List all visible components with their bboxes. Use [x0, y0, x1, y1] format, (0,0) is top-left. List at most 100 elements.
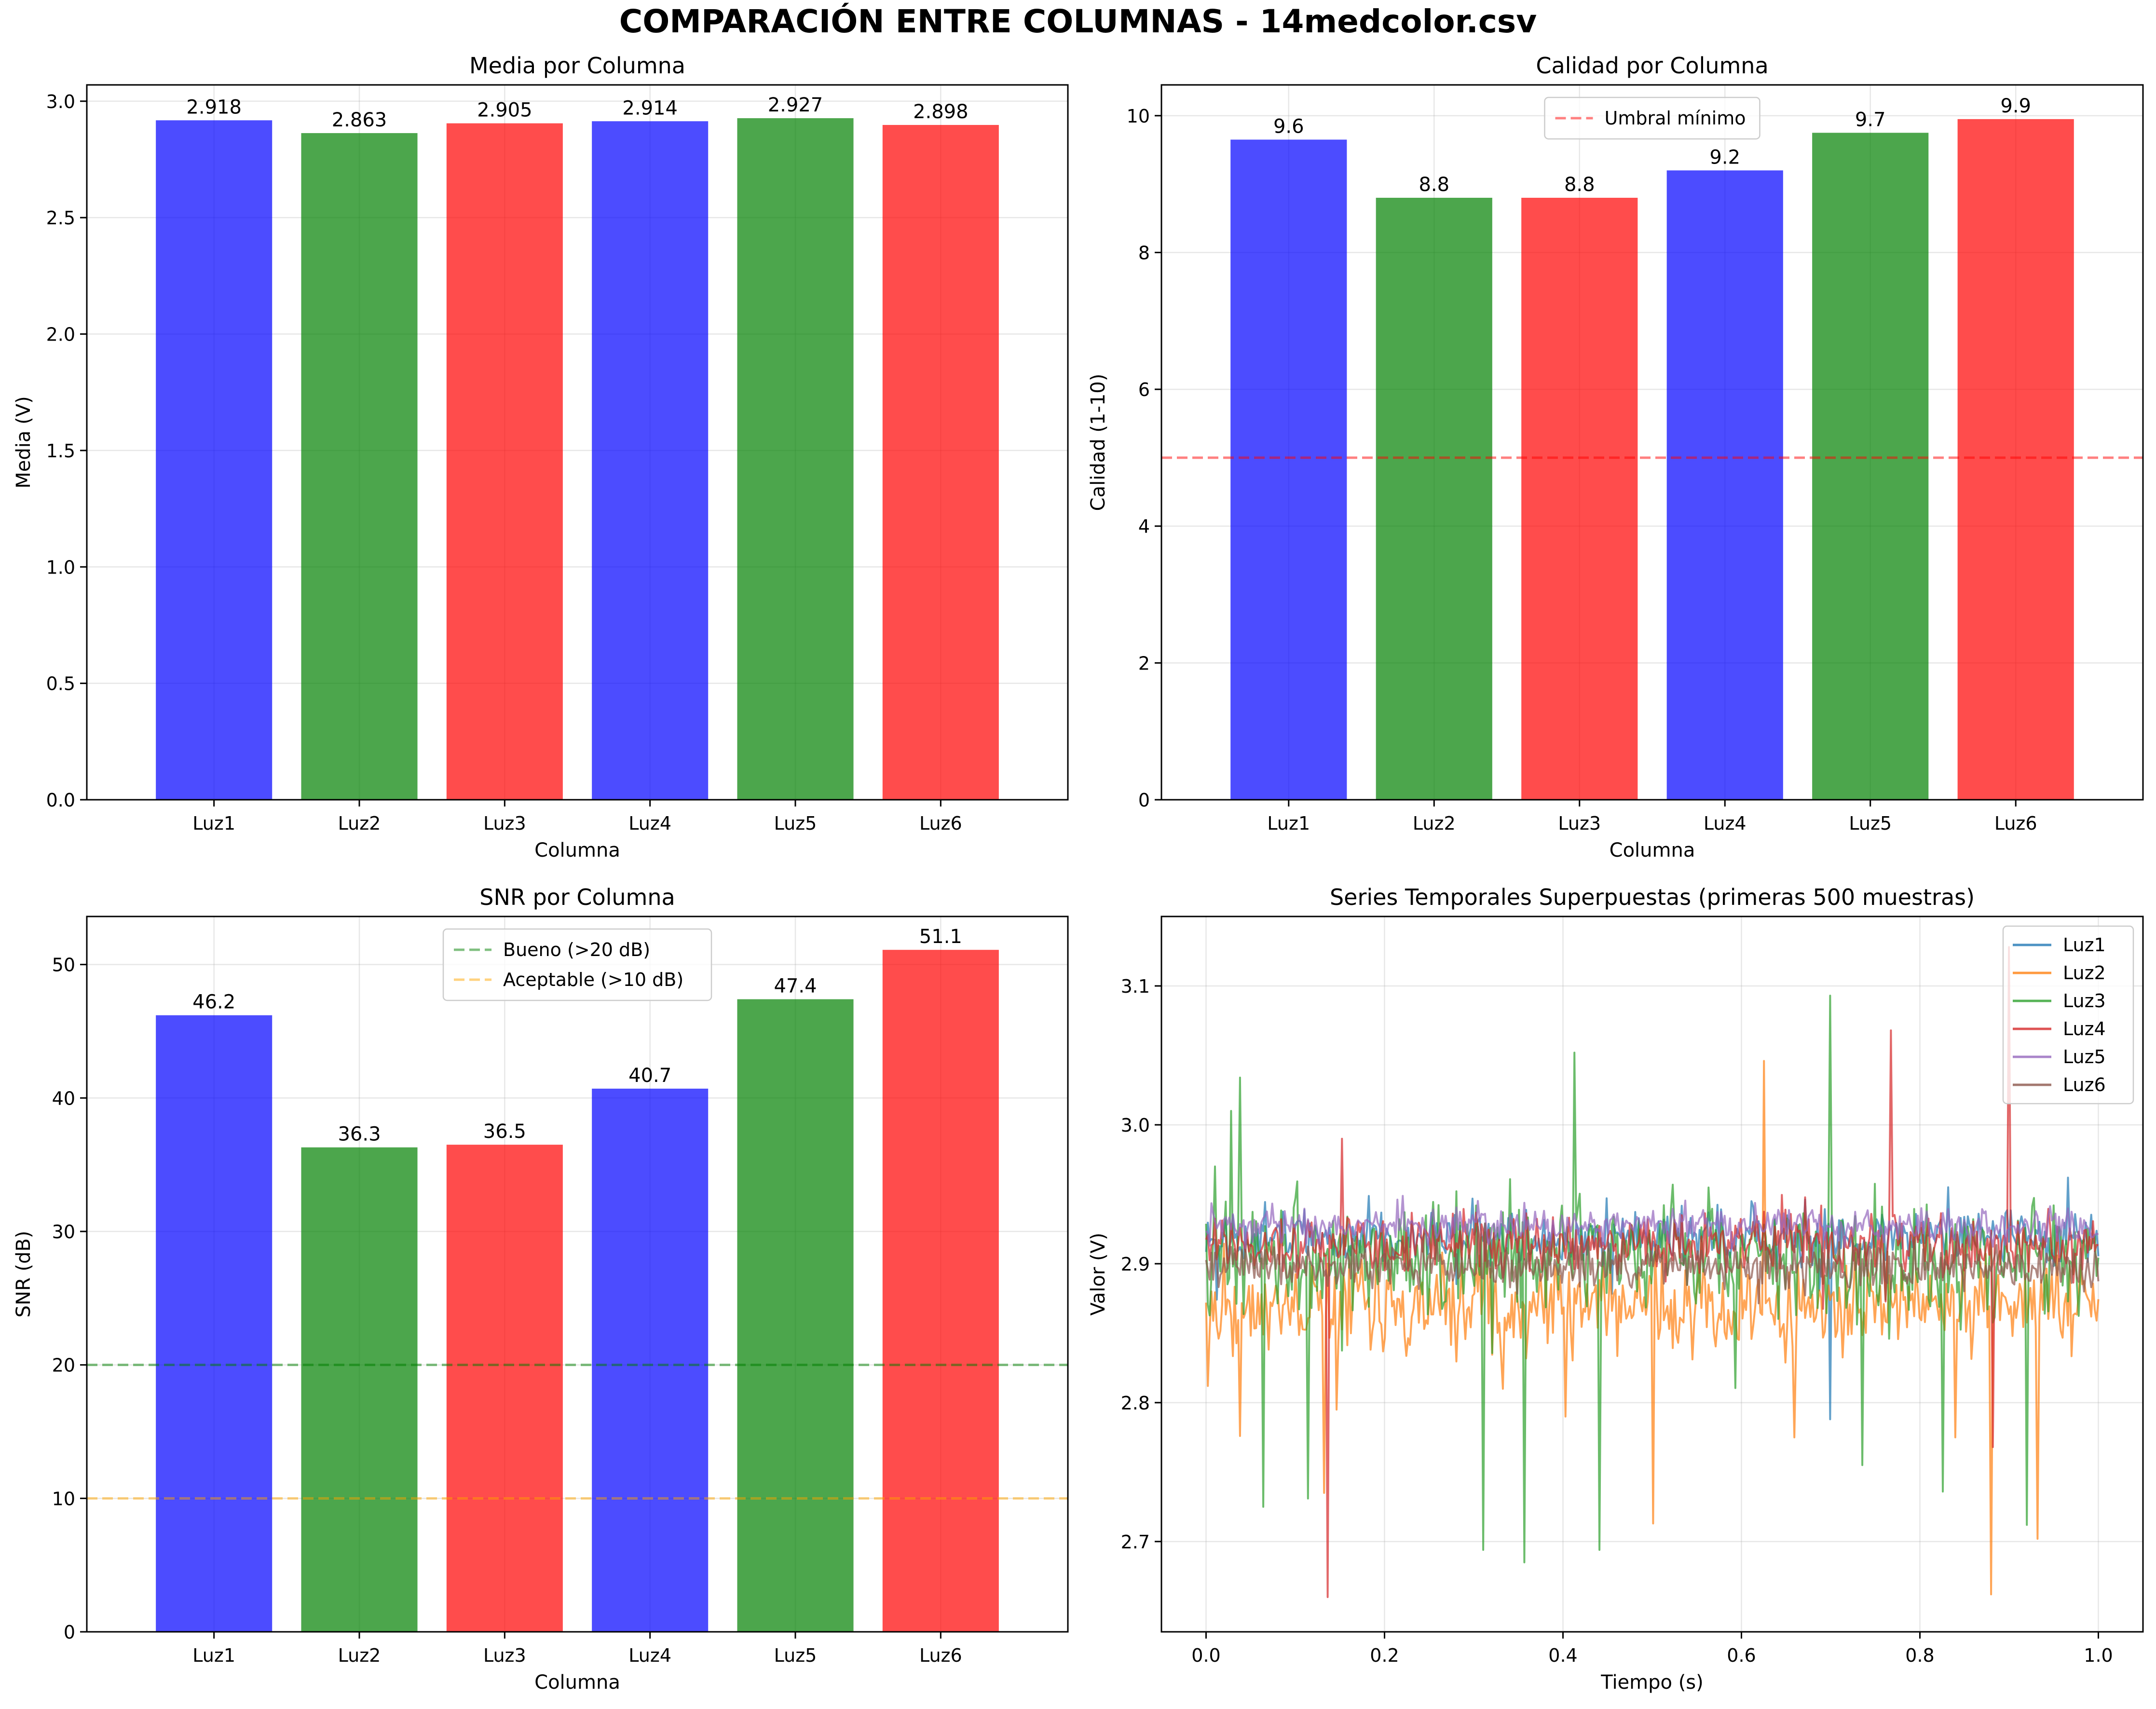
chart-1-y-tick-label: 2: [1138, 653, 1150, 674]
chart-0-y-tick-label: 2.5: [46, 207, 75, 229]
chart-3-legend-label: Luz2: [2063, 962, 2106, 984]
chart-3-x-tick-label: 0.2: [1370, 1645, 1399, 1666]
chart-0-x-tick-label: Luz1: [192, 813, 235, 834]
chart-3-x-tick-label: 0.0: [1191, 1645, 1220, 1666]
chart-0-y-tick-label: 0.0: [46, 790, 75, 811]
chart-0-bar-value-label: 2.918: [186, 96, 242, 118]
chart-2-y-tick-label: 10: [52, 1488, 75, 1509]
chart-0-bar-Luz2: [301, 133, 418, 800]
chart-3-y-tick-label: 2.8: [1121, 1393, 1150, 1414]
chart-0-bar-Luz3: [446, 123, 563, 800]
chart-3-series-Luz2: [1205, 1060, 2100, 1596]
chart-1-bar-value-label: 8.8: [1419, 174, 1449, 196]
chart-3-x-tick-label: 1.0: [2084, 1645, 2113, 1666]
chart-3-x-tick-label: 0.6: [1727, 1645, 1756, 1666]
chart-0-bar-value-label: 2.905: [477, 99, 532, 122]
chart-2-y-tick-label: 50: [52, 955, 75, 976]
chart-1-x-tick-label: Luz6: [1994, 813, 2037, 834]
chart-1-y-axis-label: Calidad (1-10): [1087, 374, 1109, 511]
chart-0-bar-value-label: 2.927: [768, 94, 823, 116]
chart-1-y-tick-label: 10: [1127, 106, 1150, 127]
chart-2-y-tick-label: 0: [64, 1622, 75, 1643]
chart-0-bar-value-label: 2.914: [622, 97, 678, 119]
figure-title: COMPARACIÓN ENTRE COLUMNAS - 14medcolor.…: [619, 3, 1537, 40]
chart-0-y-tick-label: 2.0: [46, 324, 75, 345]
chart-3-x-tick-label: 0.8: [1905, 1645, 1934, 1666]
chart-1-x-tick-label: Luz2: [1413, 813, 1456, 834]
chart-3-legend-label: Luz4: [2063, 1018, 2106, 1039]
chart-0-x-tick-label: Luz2: [338, 813, 381, 834]
chart-1-legend-label: Umbral mínimo: [1605, 108, 1746, 129]
chart-0-bar-Luz6: [882, 125, 999, 800]
chart-0-bar-Luz4: [592, 121, 709, 800]
chart-0-y-tick-label: 1.5: [46, 440, 75, 462]
chart-2-bar-value-label: 36.5: [483, 1121, 526, 1143]
chart-1-x-tick-label: Luz5: [1849, 813, 1892, 834]
chart-2-y-tick-label: 40: [52, 1088, 75, 1109]
chart-3-y-axis-label: Valor (V): [1087, 1232, 1109, 1315]
chart-0-x-axis-label: Columna: [534, 839, 620, 861]
chart-3-title: Series Temporales Superpuestas (primeras…: [1330, 884, 1975, 910]
chart-1-bar-Luz2: [1376, 198, 1492, 800]
chart-2-x-tick-label: Luz4: [628, 1645, 671, 1666]
chart-2-y-tick-label: 20: [52, 1355, 75, 1376]
chart-1-bar-Luz6: [1957, 119, 2074, 800]
chart-3-series-Luz6: [1205, 1222, 2100, 1304]
chart-1-y-tick-label: 0: [1138, 790, 1150, 811]
chart-1-bar-value-label: 9.2: [1709, 146, 1740, 168]
chart-0-title: Media por Columna: [469, 53, 685, 79]
chart-3-frame: [1160, 916, 2144, 1633]
chart-0-bar-Luz5: [737, 118, 854, 800]
chart-2-bar-value-label: 46.2: [192, 991, 235, 1013]
chart-0-x-tick-label: Luz3: [483, 813, 526, 834]
chart-2-x-tick-label: Luz1: [192, 1645, 235, 1666]
chart-1-y-tick-label: 8: [1138, 242, 1150, 263]
chart-1-x-tick-label: Luz4: [1704, 813, 1747, 834]
chart-2-x-tick-label: Luz3: [483, 1645, 526, 1666]
chart-3-legend: [2002, 925, 2134, 1105]
chart-0-frame: [86, 84, 1069, 801]
chart-1-bar-Luz1: [1230, 139, 1347, 800]
chart-0-bar-Luz1: [156, 120, 273, 800]
chart-2-bar-Luz3: [446, 1145, 563, 1632]
chart-2-x-axis-label: Columna: [534, 1671, 620, 1694]
chart-2-legend-label: Bueno (>20 dB): [503, 939, 650, 960]
chart-2-bar-Luz1: [156, 1015, 273, 1632]
chart-0-y-tick-label: 3.0: [46, 91, 75, 112]
chart-2-bar-value-label: 40.7: [628, 1065, 671, 1087]
chart-2-bar-value-label: 47.4: [774, 975, 817, 998]
chart-1-legend: [1544, 96, 1760, 140]
chart-3-series-Luz5: [1205, 1195, 2099, 1253]
chart-0-x-tick-label: Luz4: [628, 813, 671, 834]
chart-1-bar-value-label: 8.8: [1564, 174, 1595, 196]
chart-3-legend-label: Luz3: [2063, 990, 2106, 1012]
chart-3-legend-label: Luz6: [2063, 1074, 2106, 1095]
chart-0-bar-value-label: 2.863: [332, 109, 387, 131]
chart-1-bar-Luz3: [1521, 198, 1638, 800]
chart-1-bar-value-label: 9.6: [1273, 115, 1304, 137]
chart-0-x-tick-label: Luz6: [919, 813, 962, 834]
chart-2-bar-Luz4: [592, 1088, 709, 1632]
chart-3-legend-label: Luz5: [2063, 1046, 2106, 1067]
chart-3-y-tick-label: 3.1: [1121, 976, 1150, 997]
chart-3-series-Luz4: [1205, 946, 2099, 1598]
chart-1-x-tick-label: Luz3: [1558, 813, 1601, 834]
chart-2-x-tick-label: Luz2: [338, 1645, 381, 1666]
chart-3-legend-label: Luz1: [2063, 934, 2106, 956]
chart-2-bar-Luz5: [737, 999, 854, 1632]
chart-0-y-tick-label: 0.5: [46, 673, 75, 695]
chart-1-bar-Luz4: [1666, 170, 1783, 800]
chart-2-bar-value-label: 51.1: [919, 926, 962, 948]
chart-1-x-axis-label: Columna: [1610, 839, 1695, 861]
chart-3-y-tick-label: 2.7: [1121, 1531, 1150, 1553]
chart-1-bar-value-label: 9.7: [1855, 109, 1886, 131]
chart-2-bar-Luz6: [882, 950, 999, 1632]
chart-1-frame: [1160, 84, 2144, 801]
chart-1-bar-value-label: 9.9: [2000, 95, 2031, 117]
chart-2-legend-label: Aceptable (>10 dB): [503, 969, 683, 990]
chart-2-bar-value-label: 36.3: [338, 1123, 381, 1146]
chart-1-bar-Luz5: [1812, 133, 1929, 800]
chart-2-x-tick-label: Luz5: [774, 1645, 817, 1666]
chart-3-x-tick-label: 0.4: [1548, 1645, 1577, 1666]
